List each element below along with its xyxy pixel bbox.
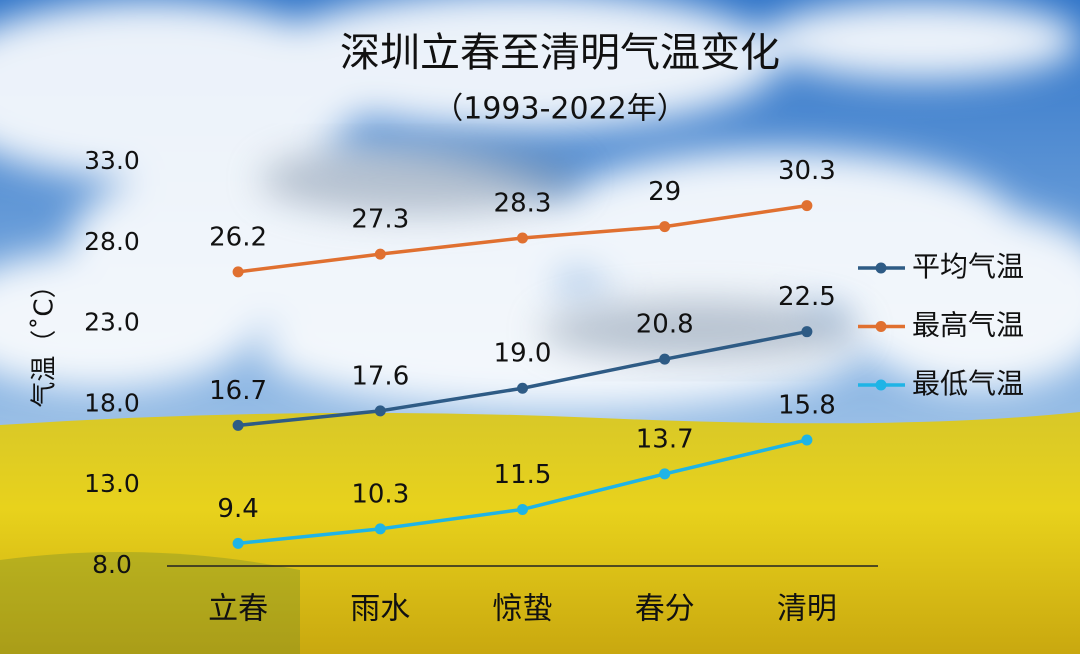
- data-point: [659, 353, 671, 365]
- data-label: 30.3: [778, 156, 836, 186]
- x-tick-label: 春分: [635, 592, 695, 627]
- chart-subtitle: （1993-2022年）: [433, 92, 687, 127]
- data-point: [659, 468, 671, 480]
- data-point: [232, 419, 244, 431]
- data-label: 20.8: [636, 310, 694, 340]
- x-tick-label: 惊蛰: [493, 592, 553, 627]
- data-label: 11.5: [494, 460, 552, 490]
- data-label: 29: [648, 177, 681, 207]
- x-tick-label: 立春: [208, 592, 268, 627]
- x-tick-label: 清明: [777, 592, 837, 627]
- data-point: [659, 221, 671, 233]
- data-point: [517, 503, 528, 515]
- y-tick-label: 8.0: [92, 550, 132, 579]
- y-tick-label: 18.0: [84, 388, 140, 417]
- chart-title: 深圳立春至清明气温变化: [340, 30, 780, 76]
- data-label: 9.4: [217, 494, 258, 524]
- data-label: 13.7: [636, 424, 694, 454]
- data-label: 10.3: [351, 479, 409, 509]
- y-axis-label: 气温（˚C）: [30, 272, 60, 407]
- y-tick-label: 13.0: [84, 469, 140, 498]
- data-label: 15.8: [778, 390, 836, 420]
- data-label: 26.2: [209, 222, 267, 252]
- data-label: 27.3: [351, 205, 409, 235]
- legend-label: 最低气温: [912, 367, 1024, 400]
- data-label: 19.0: [494, 339, 552, 369]
- data-point: [232, 537, 244, 549]
- legend-label: 最高气温: [912, 309, 1024, 342]
- y-tick-label: 28.0: [84, 227, 140, 256]
- data-label: 17.6: [351, 361, 409, 391]
- y-tick-label: 23.0: [84, 308, 140, 337]
- legend-marker: [875, 321, 887, 332]
- data-point: [374, 248, 386, 260]
- data-point: [374, 523, 386, 535]
- data-point: [517, 232, 528, 244]
- data-point: [801, 434, 813, 446]
- data-label: 22.5: [778, 282, 836, 312]
- legend-label: 平均气温: [912, 250, 1024, 283]
- data-label: 28.3: [494, 188, 552, 218]
- x-tick-label: 雨水: [350, 592, 410, 627]
- data-point: [374, 405, 386, 417]
- data-label: 16.7: [209, 376, 267, 406]
- data-point: [232, 266, 244, 278]
- data-point: [801, 200, 813, 212]
- legend-marker: [875, 379, 887, 391]
- legend-marker: [875, 262, 887, 274]
- data-point: [801, 326, 813, 338]
- y-tick-label: 33.0: [84, 146, 140, 175]
- data-point: [517, 382, 528, 394]
